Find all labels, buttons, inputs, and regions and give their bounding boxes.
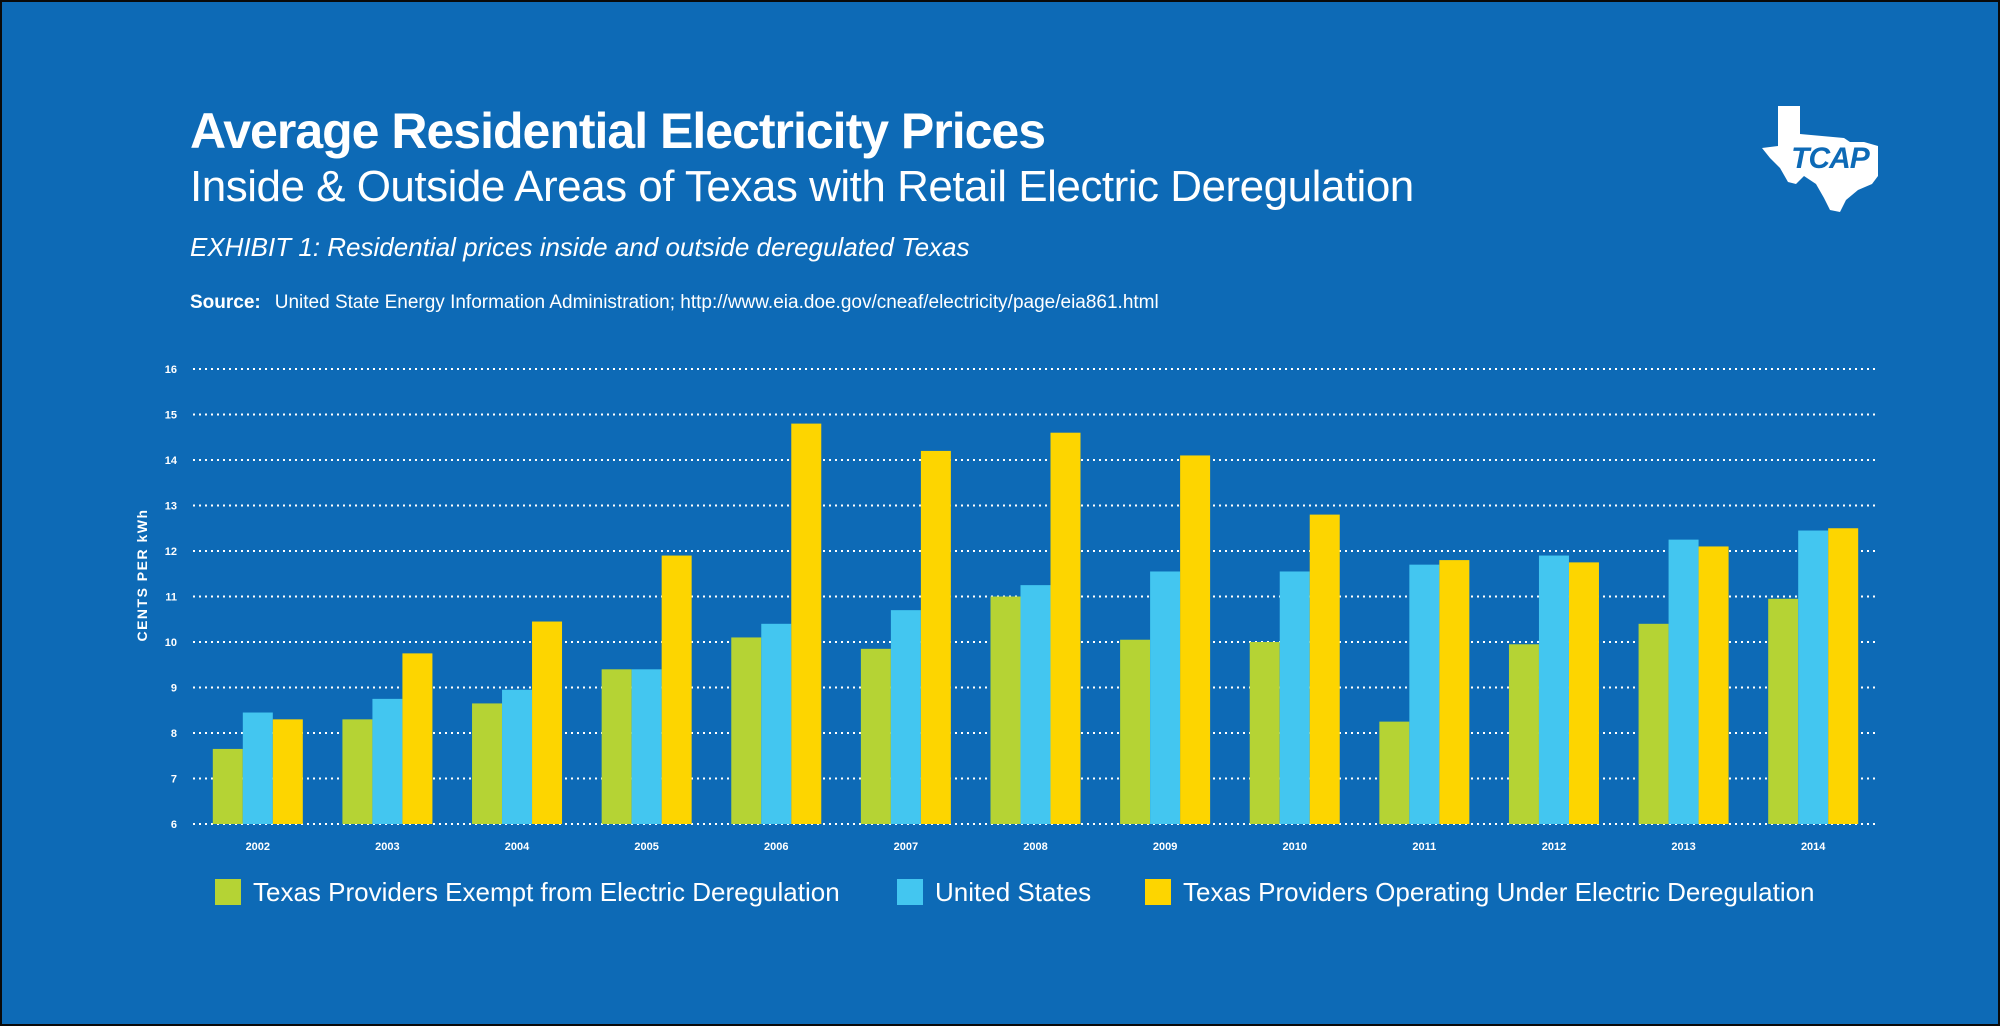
label-layer: 6 7 8 9 10 11 12 13 14 15 16 2002 2003 2004 2005 2006 20…	[165, 364, 1827, 853]
y-tick-label: 16	[165, 364, 177, 376]
source-line: Source: United State Energy Information A…	[190, 292, 1159, 314]
bar-exempt-2006	[731, 637, 762, 824]
legend-swatch-exempt	[215, 879, 241, 905]
x-tick-label: 2009	[1153, 841, 1177, 853]
legend-item-us: United States	[897, 872, 1091, 912]
bar-layer	[212, 423, 1859, 824]
x-tick-label: 2004	[505, 841, 530, 853]
bar-exempt-2007	[860, 648, 891, 824]
x-tick-label: 2008	[1023, 841, 1047, 853]
bar-dereg-2002	[272, 719, 303, 824]
bar-exempt-2002	[212, 748, 243, 824]
exhibit-caption: EXHIBIT 1: Residential prices inside and…	[190, 232, 970, 262]
y-tick-label: 7	[171, 774, 177, 786]
x-tick-label: 2005	[634, 841, 658, 853]
bar-exempt-2008	[990, 596, 1021, 824]
bar-exempt-2012	[1508, 644, 1539, 824]
legend-item-dereg: Texas Providers Operating Under Electric…	[1145, 872, 1815, 912]
bar-exempt-2004	[472, 703, 503, 824]
legend-item-exempt: Texas Providers Exempt from Electric Der…	[215, 872, 840, 912]
x-tick-label: 2007	[894, 841, 918, 853]
legend-label-dereg: Texas Providers Operating Under Electric…	[1183, 876, 1815, 907]
legend-label-us: United States	[935, 876, 1092, 907]
logo-text: TCAP	[1791, 142, 1871, 175]
y-tick-label: 11	[165, 592, 177, 604]
source-label: Source:	[190, 292, 261, 313]
x-tick-label: 2011	[1412, 841, 1436, 853]
bar-dereg-2004	[532, 621, 563, 824]
y-tick-label: 12	[165, 546, 177, 558]
bar-exempt-2011	[1379, 721, 1410, 824]
y-tick-label: 6	[171, 819, 177, 831]
legend-swatch-us	[897, 879, 923, 905]
bar-us-2002	[242, 712, 273, 824]
legend-label-exempt: Texas Providers Exempt from Electric Der…	[253, 876, 840, 907]
x-tick-label: 2003	[375, 841, 399, 853]
page-subtitle: Inside & Outside Areas of Texas with Ret…	[190, 162, 1414, 211]
bar-dereg-2011	[1439, 560, 1470, 824]
bar-exempt-2005	[601, 669, 632, 824]
legend-swatch-dereg	[1145, 879, 1171, 905]
bar-dereg-2008	[1050, 432, 1081, 824]
bar-dereg-2010	[1309, 514, 1340, 824]
bar-dereg-2013	[1698, 546, 1729, 824]
bar-us-2008	[1020, 585, 1051, 824]
bar-us-2014	[1798, 530, 1829, 824]
y-tick-label: 15	[165, 410, 177, 422]
x-tick-label: 2012	[1542, 841, 1566, 853]
x-tick-label: 2010	[1282, 841, 1306, 853]
bar-us-2005	[631, 669, 662, 824]
bar-exempt-2010	[1249, 642, 1280, 824]
bar-dereg-2009	[1180, 455, 1211, 824]
texas-shape	[1762, 106, 1878, 212]
bar-exempt-2003	[342, 719, 373, 824]
bar-dereg-2014	[1828, 528, 1859, 824]
page-title: Average Residential Electricity Prices	[190, 103, 1046, 159]
x-tick-label: 2013	[1671, 841, 1695, 853]
bar-dereg-2007	[920, 450, 951, 824]
y-axis-label: CENTS PER kWh	[134, 508, 150, 641]
bar-dereg-2012	[1568, 562, 1599, 824]
bar-us-2011	[1409, 564, 1440, 824]
bar-us-2004	[502, 689, 533, 824]
x-tick-label: 2002	[246, 841, 270, 853]
y-tick-label: 10	[165, 637, 177, 649]
bar-us-2006	[761, 623, 792, 824]
x-tick-label: 2006	[764, 841, 788, 853]
bar-dereg-2006	[791, 423, 822, 824]
bar-dereg-2003	[402, 653, 433, 824]
bar-us-2009	[1150, 571, 1181, 824]
bar-us-2003	[372, 698, 403, 824]
x-tick-label: 2014	[1801, 841, 1826, 853]
y-tick-label: 13	[165, 501, 177, 513]
y-tick-label: 14	[165, 455, 178, 467]
bar-exempt-2014	[1768, 598, 1799, 824]
source-text: United State Energy Information Administ…	[274, 292, 1159, 313]
bar-us-2007	[890, 610, 921, 824]
chart-legend: Texas Providers Exempt from Electric Der…	[215, 872, 1915, 912]
bar-exempt-2013	[1638, 623, 1669, 824]
y-tick-label: 9	[171, 683, 177, 695]
texas-map-logo-icon: TCAP	[1762, 106, 1878, 212]
y-tick-label: 8	[171, 728, 177, 740]
bar-dereg-2005	[661, 555, 692, 824]
bar-us-2012	[1538, 555, 1569, 824]
bar-exempt-2009	[1120, 639, 1151, 824]
bar-us-2010	[1279, 571, 1310, 824]
bar-us-2013	[1668, 539, 1699, 824]
